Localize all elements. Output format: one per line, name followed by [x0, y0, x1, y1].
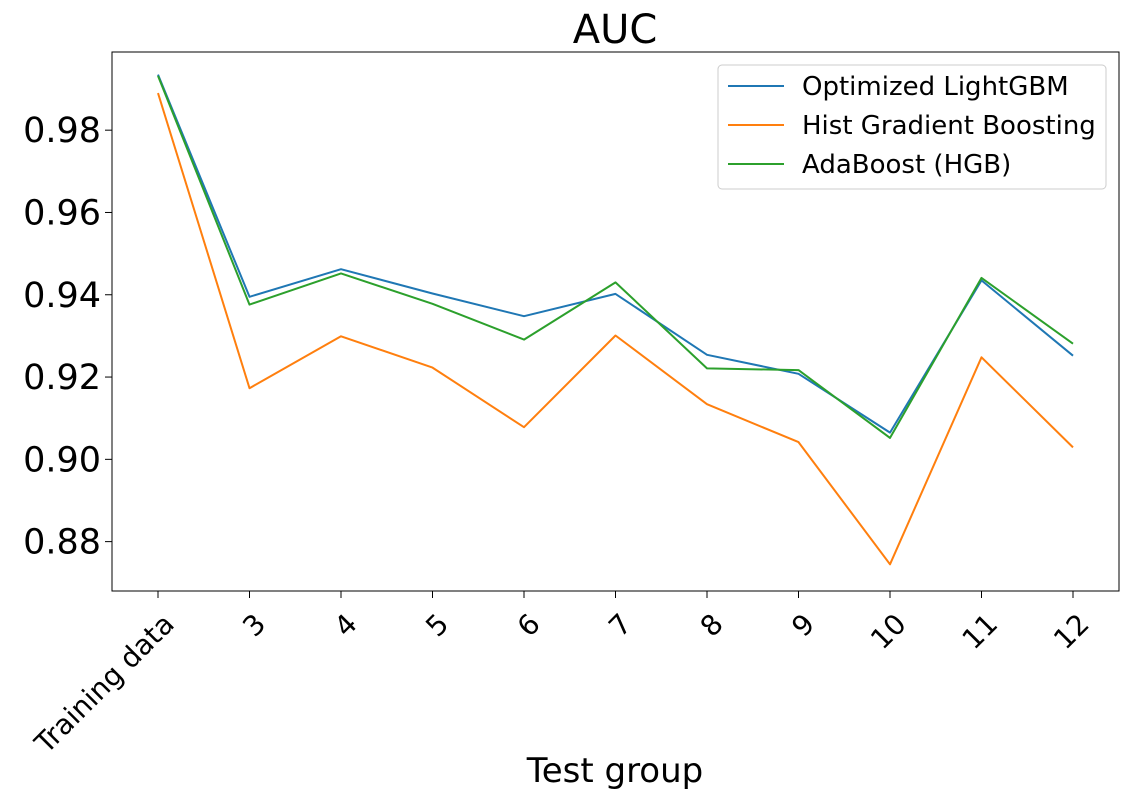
y-tick-label: 0.98: [23, 111, 101, 151]
legend: Optimized LightGBM Hist Gradient Boosting…: [717, 64, 1107, 190]
x-tick-label: 11: [956, 607, 1005, 656]
legend-label: Hist Gradient Boosting: [802, 111, 1096, 141]
chart-title: AUC: [573, 7, 658, 53]
y-axis: 0.88 0.90 0.92 0.94 0.96 0.98: [23, 111, 112, 563]
x-tick-label: 6: [511, 607, 547, 643]
series-line: [157, 75, 1074, 439]
x-tick-label: 8: [694, 607, 730, 643]
y-tick-label: 0.94: [23, 276, 101, 316]
y-tick-label: 0.88: [23, 523, 101, 563]
x-axis-label: Test group: [526, 751, 704, 791]
x-tick-label: 10: [864, 607, 913, 656]
x-tick-label: 9: [785, 607, 821, 643]
x-tick-label: 3: [236, 607, 272, 643]
series-line: [157, 74, 1074, 434]
legend-label: Optimized LightGBM: [802, 72, 1069, 102]
x-tick-label: Training data: [28, 607, 181, 760]
y-tick-label: 0.90: [23, 440, 101, 480]
x-tick-label: 4: [328, 607, 364, 643]
legend-box: [717, 64, 1107, 190]
x-tick-label: 12: [1047, 607, 1096, 656]
x-tick-label: 7: [602, 607, 638, 643]
series-lines: [157, 74, 1074, 566]
x-tick-label: 5: [419, 607, 455, 643]
legend-label: AdaBoost (HGB): [802, 150, 1011, 180]
series-line: [157, 92, 1074, 566]
y-tick-label: 0.96: [23, 193, 101, 233]
x-axis: Training data 3 4 5 6 7 8 9 10 11 12: [28, 591, 1096, 760]
y-tick-label: 0.92: [23, 358, 101, 398]
